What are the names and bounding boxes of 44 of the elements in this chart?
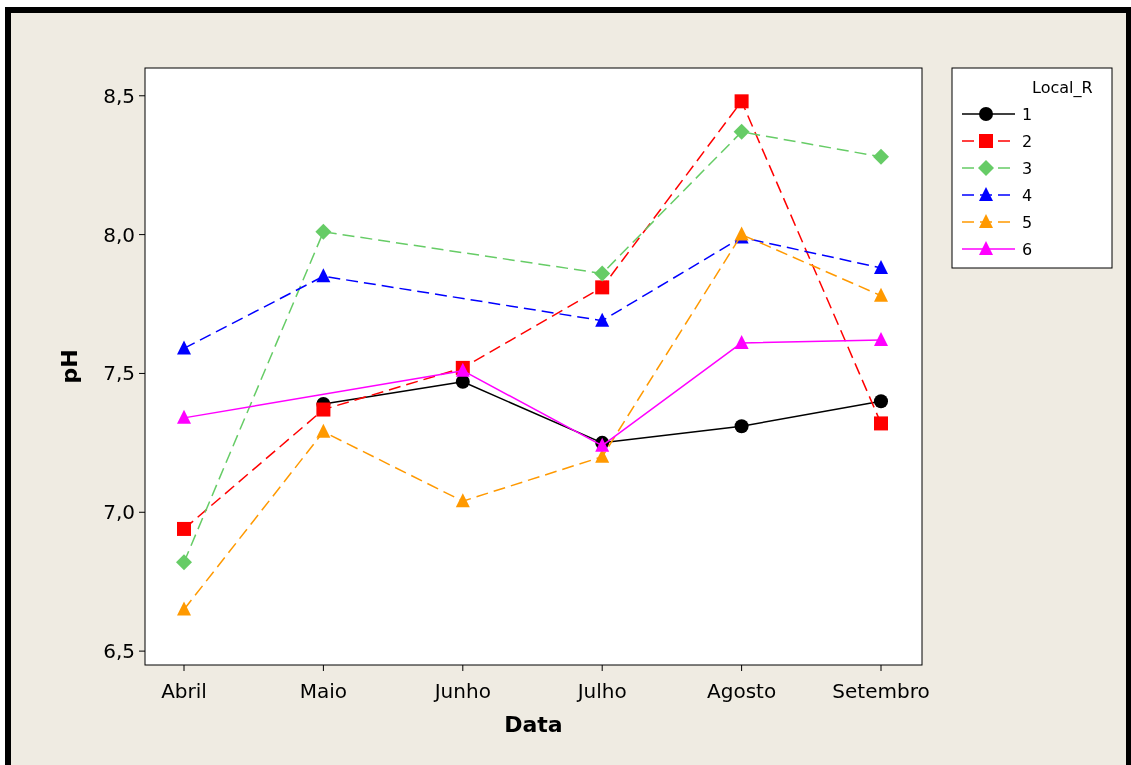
x-tick-label: Maio — [299, 679, 348, 703]
point — [315, 223, 332, 240]
point — [874, 394, 888, 409]
legend-label: 4 — [1022, 186, 1033, 205]
point — [734, 419, 749, 434]
point — [874, 332, 888, 347]
y-axis-title: pH — [57, 349, 82, 384]
point — [177, 521, 191, 536]
y-tick-label: 7,0 — [103, 500, 135, 525]
point — [873, 148, 889, 165]
point — [177, 601, 191, 616]
y-tick-label: 7,5 — [103, 361, 135, 386]
y-tick-label: 8,0 — [103, 222, 135, 247]
legend-title: Local_R — [1032, 78, 1093, 98]
point — [734, 334, 749, 349]
point — [595, 280, 610, 295]
y-tick-label: 8,5 — [103, 83, 135, 108]
x-axis-title: Data — [504, 712, 563, 737]
point — [595, 312, 610, 327]
point — [177, 409, 191, 424]
point — [177, 340, 191, 355]
x-tick-label: Junho — [432, 679, 491, 703]
point — [316, 268, 331, 283]
legend-label: 3 — [1022, 159, 1033, 178]
point — [455, 374, 470, 389]
point — [874, 287, 888, 302]
point — [455, 493, 470, 508]
x-tick-label: Julho — [575, 679, 627, 703]
point — [316, 402, 331, 417]
x-tick-label: Abril — [161, 679, 207, 703]
legend-label: 5 — [1022, 213, 1033, 232]
point — [733, 123, 750, 140]
x-tick-label: Setembro — [832, 679, 930, 703]
y-tick-label: 6,5 — [103, 639, 135, 664]
legend-label: 6 — [1022, 240, 1033, 259]
point — [176, 554, 192, 571]
point — [874, 416, 888, 431]
point — [594, 265, 611, 282]
legend-label: 1 — [1022, 105, 1033, 124]
point — [734, 94, 749, 109]
legend-label: 2 — [1022, 132, 1033, 151]
point — [316, 423, 331, 438]
x-tick-label: Agosto — [707, 679, 777, 703]
point — [874, 259, 888, 274]
